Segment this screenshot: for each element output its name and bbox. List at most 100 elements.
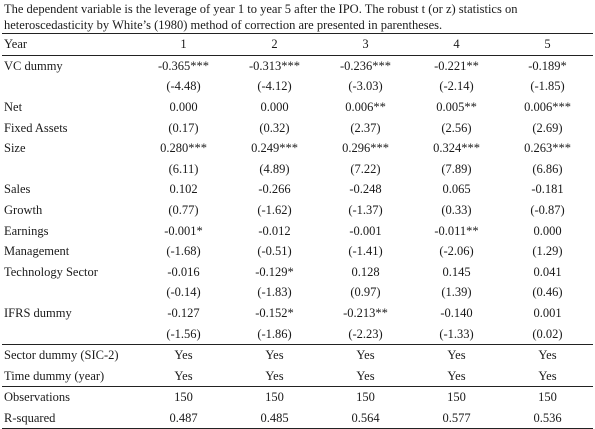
table-cell: -0.129* — [255, 264, 294, 279]
table-cell: -0.365*** — [157, 58, 210, 73]
row-label: Observations — [2, 386, 138, 408]
table-cell: (-2.23) — [348, 326, 383, 341]
table-row: IFRS dummy -0.127 -0.152* -0.213** -0.140 0.0… — [2, 303, 593, 324]
table-cell: Yes — [265, 368, 284, 383]
table-row: Sales 0.102 -0.266 -0.248 0.065 -0.181 — [2, 179, 593, 200]
table-cell: 0.001 — [533, 306, 562, 321]
table-cell: 0.577 — [411, 407, 502, 429]
table-cell: (-4.48) — [166, 79, 201, 94]
table-cell: -0.127 — [167, 306, 200, 321]
table-cell: -0.001* — [164, 223, 203, 238]
row-label: Management — [4, 244, 70, 259]
row-label: R-squared — [2, 407, 138, 429]
table-cell: 0.000 — [260, 100, 289, 115]
table-cell: (2.56) — [441, 120, 472, 135]
table-cell: Yes — [320, 343, 411, 366]
table-cell: Yes — [538, 368, 557, 383]
row-label: Size — [4, 141, 26, 156]
row-label: Earnings — [4, 223, 49, 238]
row-label: IFRS dummy — [4, 306, 72, 321]
table-cell: (7.22) — [350, 161, 381, 176]
table-cell: (4.89) — [259, 161, 290, 176]
row-label: Sales — [4, 182, 31, 197]
table-row: (6.11) (4.89) (7.22) (7.89) (6.86) — [2, 159, 593, 180]
table-cell: (-1.68) — [166, 244, 201, 259]
table-row: Sector dummy (SIC-2) Yes Yes Yes Yes Yes — [2, 343, 593, 366]
table-cell: (-1.62) — [257, 203, 292, 218]
table-cell: (-0.14) — [166, 285, 201, 300]
table-cell: 150 — [411, 386, 502, 408]
table-header-row: Year 1 2 3 4 5 — [2, 33, 593, 56]
table-cell: (1.29) — [532, 244, 563, 259]
table-cell: 150 — [320, 386, 411, 408]
table-row: Time dummy (year) Yes Yes Yes Yes Yes — [2, 366, 593, 387]
table-cell: Yes — [356, 368, 375, 383]
table-cell: -0.266 — [258, 182, 291, 197]
statistics-rows: Observations 150 150 150 150 150 R-squared 0.48… — [2, 386, 593, 429]
table-cell: -0.313*** — [248, 58, 301, 73]
row-label — [2, 159, 138, 180]
table-cell: -0.181 — [531, 182, 564, 197]
table-cell: (2.37) — [350, 120, 381, 135]
table-cell: 0.102 — [169, 182, 198, 197]
table-cell: -0.011** — [434, 223, 479, 238]
table-cell: (-1.83) — [257, 285, 292, 300]
table-cell: 150 — [229, 386, 320, 408]
table-cell: (-3.03) — [348, 79, 383, 94]
table-cell: -0.152* — [255, 306, 294, 321]
table-cell: (-1.56) — [166, 326, 201, 341]
table-cell: -0.001 — [349, 223, 382, 238]
table-row: R-squared 0.487 0.485 0.564 0.577 0.536 — [2, 407, 593, 429]
table-cell: Yes — [411, 343, 502, 366]
table-cell: (-1.86) — [257, 326, 292, 341]
table-row: VC dummy -0.365*** -0.313*** -0.236*** -0.22… — [2, 55, 593, 76]
table-cell: -0.248 — [349, 182, 382, 197]
table-cell: 0.564 — [320, 407, 411, 429]
table-row: Growth (0.77) (-1.62) (-1.37) (0.33) (-0.87) — [2, 200, 593, 221]
table-cell: 0.487 — [138, 407, 229, 429]
table-row: (-4.48) (-4.12) (-3.03) (-2.14) (-1.85) — [2, 76, 593, 97]
table-cell: -0.213** — [343, 306, 388, 321]
table-cell: -0.221** — [434, 58, 479, 73]
table-cell: 0.249*** — [251, 141, 298, 156]
table-cell: -0.012 — [258, 223, 291, 238]
table-row: Observations 150 150 150 150 150 — [2, 386, 593, 408]
table-cell: (2.69) — [532, 120, 563, 135]
table-row: Size 0.280*** 0.249*** 0.296*** 0.324*** 0.26… — [2, 138, 593, 159]
table-cell: 0.000 — [169, 100, 198, 115]
table-cell: (-0.51) — [257, 244, 292, 259]
table-cell: Yes — [502, 343, 593, 366]
table-cell: 0.006*** — [524, 100, 571, 115]
table-cell: (-2.14) — [439, 79, 474, 94]
table-cell: Yes — [447, 368, 466, 383]
table-cell: 0.041 — [533, 264, 562, 279]
table-cell: (-1.41) — [348, 244, 383, 259]
table-cell: (0.46) — [532, 285, 563, 300]
regression-table: Year 1 2 3 4 5 VC dummy -0.365*** -0.313**… — [2, 33, 593, 429]
row-label — [2, 76, 138, 97]
table-cell: 0.000 — [533, 223, 562, 238]
header-col-2: 2 — [229, 33, 320, 56]
table-cell: (0.02) — [532, 326, 563, 341]
table-cell: 0.296*** — [342, 141, 389, 156]
table-cell: 0.005** — [436, 100, 477, 115]
table-cell: -0.016 — [167, 264, 200, 279]
table-cell: 0.065 — [442, 182, 471, 197]
table-cell: (-1.37) — [348, 203, 383, 218]
row-label: Technology Sector — [4, 264, 98, 279]
row-label: Growth — [4, 203, 43, 218]
table-cell: (-1.33) — [439, 326, 474, 341]
table-row: Earnings -0.001* -0.012 -0.001 -0.011** 0.000 — [2, 220, 593, 241]
row-label: Sector dummy (SIC-2) — [2, 343, 138, 366]
header-col-1: 1 — [138, 33, 229, 56]
table-cell: 0.485 — [229, 407, 320, 429]
table-cell: Yes — [174, 368, 193, 383]
table-cell: 0.263*** — [524, 141, 571, 156]
table-cell: -0.140 — [440, 306, 473, 321]
table-cell: (6.86) — [532, 161, 563, 176]
table-row: (-1.56) (-1.86) (-2.23) (-1.33) (0.02) — [2, 323, 593, 344]
table-cell: (0.77) — [168, 203, 199, 218]
row-label — [2, 323, 138, 344]
table-cell: (6.11) — [168, 161, 199, 176]
